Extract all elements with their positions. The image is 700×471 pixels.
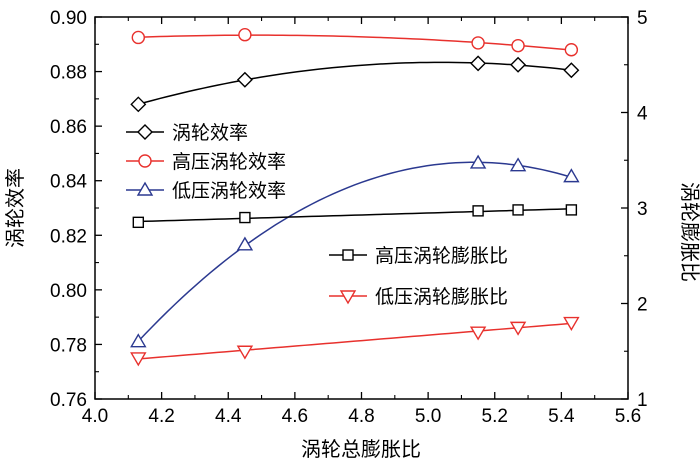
x-tick-label: 4.2 xyxy=(148,406,174,427)
y-right-tick-label: 5 xyxy=(637,8,648,29)
x-tick-label: 5.0 xyxy=(415,406,441,427)
plot-frame xyxy=(94,16,629,400)
data-point xyxy=(472,205,484,217)
axis-ticks: 4.0 4.2 4.4 4.6 4.8 5.0 5.2 5.4 5.6 0.76 0.78 0.80 0… xyxy=(50,8,648,427)
legend-item: 高压涡轮膨胀比 xyxy=(329,245,508,267)
y-left-tick-label: 0.84 xyxy=(50,172,87,193)
data-point xyxy=(563,62,580,79)
x-tick-label: 4.6 xyxy=(282,406,308,427)
legend-marker xyxy=(339,290,357,305)
series-1 xyxy=(130,55,580,113)
legend-item: 低压涡轮效率 xyxy=(126,180,286,202)
y-left-axis-title: 涡轮效率 xyxy=(3,168,27,248)
legend-item: 涡轮效率 xyxy=(126,122,248,144)
series-5 xyxy=(130,316,580,367)
data-point xyxy=(510,56,527,73)
data-point xyxy=(130,352,147,367)
data-point xyxy=(509,321,527,336)
series-4 xyxy=(132,204,578,229)
y-left-tick-label: 0.76 xyxy=(50,390,87,411)
y-left-tick-label: 0.80 xyxy=(50,281,87,302)
data-point xyxy=(130,333,147,348)
legend-marker xyxy=(138,154,152,168)
legend-label: 涡轮效率 xyxy=(172,122,248,144)
y-left-tick-label: 0.82 xyxy=(50,226,87,247)
series-line xyxy=(138,61,572,105)
x-tick-label: 4.8 xyxy=(348,406,374,427)
y-right-tick-label: 2 xyxy=(637,295,648,316)
x-axis-title: 涡轮总膨胀比 xyxy=(301,437,421,461)
y-left-tick-label: 0.88 xyxy=(50,63,87,84)
legend-label: 高压涡轮效率 xyxy=(172,151,286,173)
series-2 xyxy=(131,28,579,57)
legend-marker xyxy=(136,181,154,196)
data-point xyxy=(131,30,146,45)
data-point xyxy=(509,157,527,172)
data-point xyxy=(132,216,145,229)
series-line xyxy=(138,208,572,223)
series-layer xyxy=(130,28,580,367)
y-right-tick-label: 3 xyxy=(637,199,648,220)
data-point xyxy=(238,28,252,42)
legend-marker xyxy=(342,249,354,261)
data-point xyxy=(470,55,487,72)
data-point xyxy=(565,204,578,216)
series-line xyxy=(138,34,572,51)
legend-marker xyxy=(137,124,153,140)
y-right-axis-title: 涡轮膨胀比 xyxy=(678,182,700,282)
data-point xyxy=(239,211,251,224)
x-tick-label: 5.6 xyxy=(615,406,641,427)
data-point xyxy=(130,96,147,113)
data-point xyxy=(471,36,485,50)
series-line xyxy=(138,322,572,360)
y-left-tick-label: 0.86 xyxy=(50,117,87,138)
data-point xyxy=(512,204,524,216)
data-point xyxy=(511,38,525,53)
y-left-tick-label: 0.90 xyxy=(50,8,87,29)
y-left-tick-label: 0.78 xyxy=(50,335,87,356)
data-point xyxy=(563,316,580,331)
legend-item: 低压涡轮膨胀比 xyxy=(329,286,508,308)
data-point xyxy=(564,43,579,57)
legend-label: 低压涡轮效率 xyxy=(172,180,286,202)
y-right-tick-label: 1 xyxy=(637,390,648,411)
data-point xyxy=(236,236,254,251)
data-point xyxy=(563,168,580,183)
legend-label: 低压涡轮膨胀比 xyxy=(375,286,508,308)
y-right-tick-label: 4 xyxy=(637,104,648,125)
series-line xyxy=(137,161,572,342)
x-tick-label: 4.4 xyxy=(215,406,242,427)
x-tick-label: 5.2 xyxy=(482,406,508,427)
data-point xyxy=(469,326,487,341)
data-point xyxy=(469,154,487,169)
legend-item: 高压涡轮效率 xyxy=(126,151,286,173)
data-point xyxy=(236,71,253,88)
legend-label: 高压涡轮膨胀比 xyxy=(375,245,508,267)
x-tick-label: 4.0 xyxy=(82,406,108,427)
series-3 xyxy=(130,154,580,348)
data-point xyxy=(236,345,254,360)
x-tick-label: 5.4 xyxy=(548,406,575,427)
